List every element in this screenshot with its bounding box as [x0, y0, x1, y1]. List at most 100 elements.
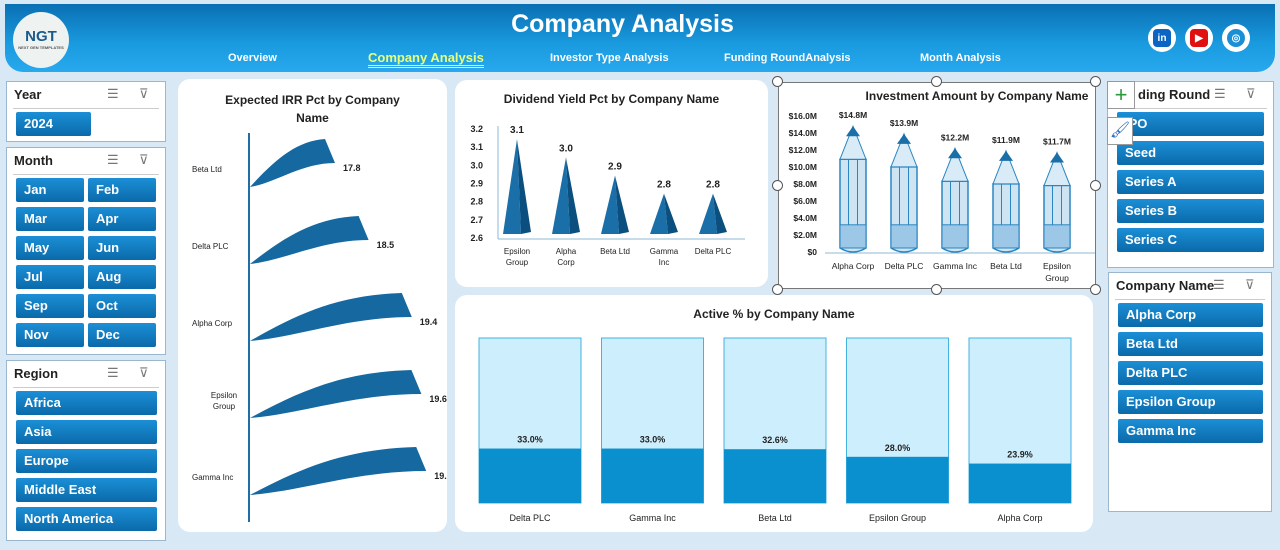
- pyramid-bar-side: [615, 175, 629, 234]
- slicer-item-apr[interactable]: Apr: [88, 207, 156, 231]
- slicer-item-dec[interactable]: Dec: [88, 323, 156, 347]
- slicer-item-delta-plc[interactable]: Delta PLC: [1118, 361, 1263, 385]
- resize-handle[interactable]: [772, 180, 783, 191]
- slicer-item-series-a[interactable]: Series A: [1117, 170, 1264, 194]
- category-label: Group: [506, 258, 529, 267]
- y-tick-label: 3.2: [470, 124, 483, 134]
- data-label: $11.7M: [1043, 137, 1071, 147]
- pencil-eraser: [941, 224, 969, 249]
- clear-filter-icon[interactable]: ⊽: [1246, 86, 1256, 101]
- slicer-item-epsilon-group[interactable]: Epsilon Group: [1118, 390, 1263, 414]
- pencil-tip: [890, 132, 918, 168]
- chart-style-brush-icon[interactable]: 🖌: [1107, 117, 1133, 145]
- active-chart-panel: Active % by Company Name 33.0% Delta PLC 3…: [455, 295, 1093, 532]
- data-label: 3.0: [559, 143, 573, 154]
- logo-subtext: NEXT GEN TEMPLATES: [18, 45, 64, 50]
- nav-month-analysis[interactable]: Month Analysis: [920, 52, 1001, 64]
- y-tick-label: $4.0M: [793, 213, 817, 223]
- y-tick-label: $14.0M: [789, 128, 817, 138]
- divider: [13, 174, 159, 175]
- resize-handle[interactable]: [931, 76, 942, 87]
- resize-handle[interactable]: [772, 284, 783, 295]
- irr-flag-bar: [250, 370, 422, 418]
- slicer-item-jan[interactable]: Jan: [16, 178, 84, 202]
- data-label: 32.6%: [762, 435, 788, 445]
- slicer-item-sep[interactable]: Sep: [16, 294, 84, 318]
- resize-handle[interactable]: [772, 76, 783, 87]
- clear-filter-icon[interactable]: ⊽: [139, 365, 149, 380]
- clear-filter-icon[interactable]: ⊽: [1245, 277, 1255, 292]
- slicer-item-2024[interactable]: 2024: [16, 112, 91, 136]
- divider: [13, 108, 159, 109]
- y-tick-label: $10.0M: [789, 162, 817, 172]
- pyramid-bar: [601, 175, 619, 234]
- slicer-item-asia[interactable]: Asia: [16, 420, 157, 444]
- irr-flag-bar: [250, 139, 335, 187]
- resize-handle[interactable]: [931, 284, 942, 295]
- slicer-item-middle-east[interactable]: Middle East: [16, 478, 157, 502]
- pyramid-bar-side: [566, 157, 580, 234]
- slicer-item-may[interactable]: May: [16, 236, 84, 260]
- slicer-item-gamma-inc[interactable]: Gamma Inc: [1118, 419, 1263, 443]
- investment-chart-panel[interactable]: Investment Amount by Company Name $0 $2.0…: [778, 82, 1096, 289]
- slicer-item-oct[interactable]: Oct: [88, 294, 156, 318]
- active-bar-fill: [479, 448, 581, 503]
- dividend-chart-panel: Dividend Yield Pct by Company Name 2.6 2.…: [455, 80, 768, 287]
- category-label: Beta Ltd: [758, 513, 792, 523]
- slicer-item-nov[interactable]: Nov: [16, 323, 84, 347]
- slicer-title: Region: [14, 366, 59, 381]
- slicer-item-north-america[interactable]: North America: [16, 507, 157, 531]
- clear-filter-icon[interactable]: ⊽: [139, 86, 149, 101]
- investment-chart: $0 $2.0M $4.0M $6.0M $8.0M $10.0M $12.0M $14.0M…: [789, 110, 1095, 283]
- multi-select-icon[interactable]: ☰: [107, 86, 119, 101]
- linkedin-button[interactable]: in: [1148, 24, 1176, 52]
- nav-company-analysis[interactable]: Company Analysis: [368, 50, 484, 68]
- data-label: 33.0%: [640, 435, 666, 445]
- multi-select-icon[interactable]: ☰: [107, 152, 119, 167]
- multi-select-icon[interactable]: ☰: [1213, 277, 1225, 292]
- irr-flag-bar: [250, 447, 427, 495]
- slicer-item-ipo[interactable]: IPO: [1117, 112, 1264, 136]
- resize-handle[interactable]: [1090, 76, 1101, 87]
- youtube-button[interactable]: ▶: [1185, 24, 1213, 52]
- slicer-item-mar[interactable]: Mar: [16, 207, 84, 231]
- slicer-item-beta-ltd[interactable]: Beta Ltd: [1118, 332, 1263, 356]
- slicer-item-africa[interactable]: Africa: [16, 391, 157, 415]
- data-label: 19.4: [420, 317, 438, 327]
- category-label: Inc: [659, 258, 670, 267]
- company-name-slicer: Company Name ☰ ⊽ Alpha Corp Beta Ltd Delta …: [1108, 272, 1272, 512]
- slicer-item-jul[interactable]: Jul: [16, 265, 84, 289]
- slicer-item-seed[interactable]: Seed: [1117, 141, 1264, 165]
- pencil-tip: [941, 146, 969, 182]
- slicer-item-alpha-corp[interactable]: Alpha Corp: [1118, 303, 1263, 327]
- slicer-item-aug[interactable]: Aug: [88, 265, 156, 289]
- y-tick-label: 2.7: [470, 215, 483, 225]
- slicer-item-jun[interactable]: Jun: [88, 236, 156, 260]
- slicer-item-series-b[interactable]: Series B: [1117, 199, 1264, 223]
- category-label: Alpha Corp: [192, 319, 233, 328]
- website-button[interactable]: ◎: [1222, 24, 1250, 52]
- nav-investor-type-analysis[interactable]: Investor Type Analysis: [550, 52, 669, 64]
- data-label: 2.8: [657, 180, 671, 191]
- clear-filter-icon[interactable]: ⊽: [139, 152, 149, 167]
- slicer-item-series-c[interactable]: Series C: [1117, 228, 1264, 252]
- nav-funding-round-analysis[interactable]: Funding RoundAnalysis: [724, 52, 851, 64]
- multi-select-icon[interactable]: ☰: [1214, 86, 1226, 101]
- divider: [1115, 299, 1265, 300]
- category-label: Epsilon Group: [869, 513, 926, 523]
- add-element-icon[interactable]: +: [1107, 81, 1135, 109]
- multi-select-icon[interactable]: ☰: [107, 365, 119, 380]
- resize-handle[interactable]: [1090, 284, 1101, 295]
- pyramid-bar-side: [664, 193, 678, 234]
- resize-handle[interactable]: [1090, 180, 1101, 191]
- pencil-tip: [992, 149, 1020, 185]
- pyramid-bar-side: [713, 193, 727, 234]
- slicer-item-feb[interactable]: Feb: [88, 178, 156, 202]
- y-tick-label: $2.0M: [793, 230, 817, 240]
- region-slicer: Region ☰ ⊽ Africa Asia Europe Middle East Nor…: [6, 360, 166, 541]
- irr-flag-bar: [250, 293, 412, 341]
- nav-overview[interactable]: Overview: [228, 52, 277, 64]
- pencil-lead: [1050, 152, 1064, 163]
- header-banner: [5, 4, 1275, 72]
- slicer-item-europe[interactable]: Europe: [16, 449, 157, 473]
